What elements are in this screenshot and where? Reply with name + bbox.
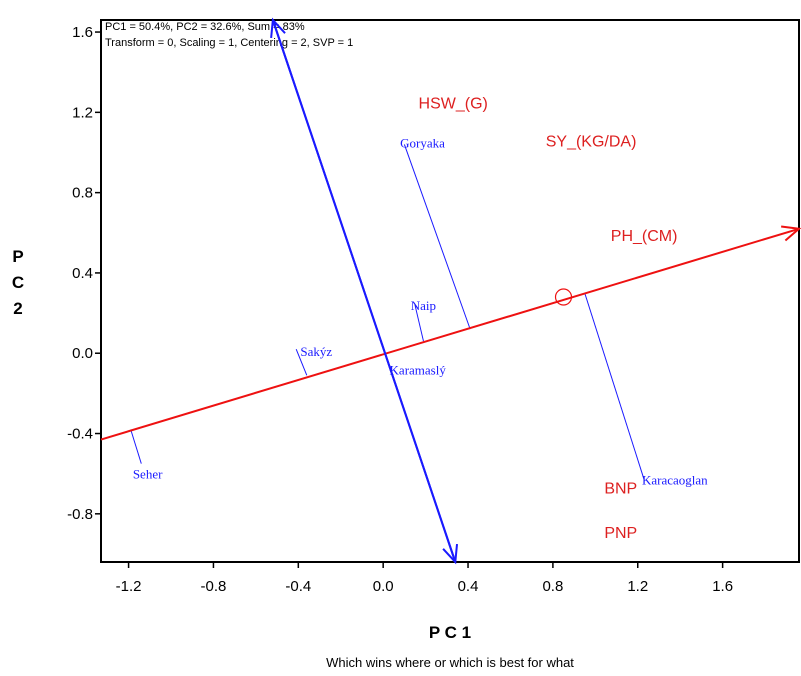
projection-lines	[130, 144, 645, 480]
trait-label-pnp: PNP	[604, 525, 637, 542]
projection-line-3	[295, 349, 308, 376]
plot-frame	[100, 19, 800, 563]
genotype-label-goryaka: Goryaka	[400, 135, 445, 150]
y-tick-label-1.2: 1.2	[72, 104, 93, 121]
x-tick-label--0.4: -0.4	[285, 578, 311, 595]
info-box: PC1 = 50.4%, PC2 = 32.6%, Sum = 83% Tran…	[105, 21, 353, 49]
genotype-label-sak-z: Sakýz	[300, 344, 332, 359]
x-axis-label: P C 1	[429, 623, 471, 642]
y-axis-label: P C 2	[12, 247, 24, 318]
projection-line-5	[584, 292, 645, 480]
projection-line-2	[414, 304, 424, 342]
y-tick-label-0.0: 0.0	[72, 345, 93, 362]
y-tick-label--0.8: -0.8	[67, 506, 93, 523]
info-line-2: Transform = 0, Scaling = 1, Centering = …	[105, 37, 353, 49]
chart-caption: Which wins where or which is best for wh…	[326, 655, 574, 670]
y-ticks: -0.8 -0.4 0.0 0.4 0.8 1.2 1.6	[67, 24, 101, 523]
y-axis-label-char-2: C	[12, 273, 24, 292]
genotype-label-karacaoglan: Karacaoglan	[642, 473, 708, 488]
x-tick-label-1.6: 1.6	[712, 578, 733, 595]
y-tick-label-0.8: 0.8	[72, 185, 93, 202]
y-tick-label-0.4: 0.4	[72, 265, 93, 282]
info-line-1: PC1 = 50.4%, PC2 = 32.6%, Sum = 83%	[105, 21, 305, 33]
projection-line-1	[403, 144, 471, 330]
ate-axis-line	[100, 227, 800, 441]
ate-axis-marker	[554, 288, 573, 306]
trait-label-sy-kg-da-: SY_(KG/DA)	[546, 133, 637, 150]
y-axis-label-char-1: P	[12, 247, 23, 266]
ate-axis-arrowhead	[781, 225, 801, 242]
trait-label-bnp: BNP	[604, 481, 637, 498]
ate-lines	[100, 17, 801, 565]
trait-label-hsw-g-: HSW_(G)	[419, 95, 488, 112]
x-tick-label--0.8: -0.8	[201, 578, 227, 595]
y-axis-label-char-3: 2	[13, 299, 22, 318]
x-tick-label-0.0: 0.0	[373, 578, 394, 595]
projection-line-4	[130, 429, 142, 464]
x-tick-label--1.2: -1.2	[116, 578, 142, 595]
x-tick-label-1.2: 1.2	[627, 578, 648, 595]
y-tick-label--0.4: -0.4	[67, 426, 93, 443]
y-tick-label-1.6: 1.6	[72, 24, 93, 41]
ate-ordinate-start-line	[271, 19, 457, 563]
x-tick-label-0.4: 0.4	[458, 578, 479, 595]
point-labels: Goryaka Naip Sakýz Karamaslý Seher Karacaogla…	[133, 95, 708, 542]
ate-ordinate-start-arrowhead	[270, 17, 286, 39]
genotype-label-naip: Naip	[411, 298, 436, 313]
trait-label-ph-cm-: PH_(CM)	[611, 228, 678, 245]
x-tick-label-0.8: 0.8	[542, 578, 563, 595]
genotype-label-karamasl-: Karamaslý	[390, 362, 447, 377]
x-ticks: -1.2 -0.8 -0.4 0.0 0.4 0.8 1.2 1.6	[116, 562, 733, 595]
genotype-label-seher: Seher	[133, 467, 163, 482]
